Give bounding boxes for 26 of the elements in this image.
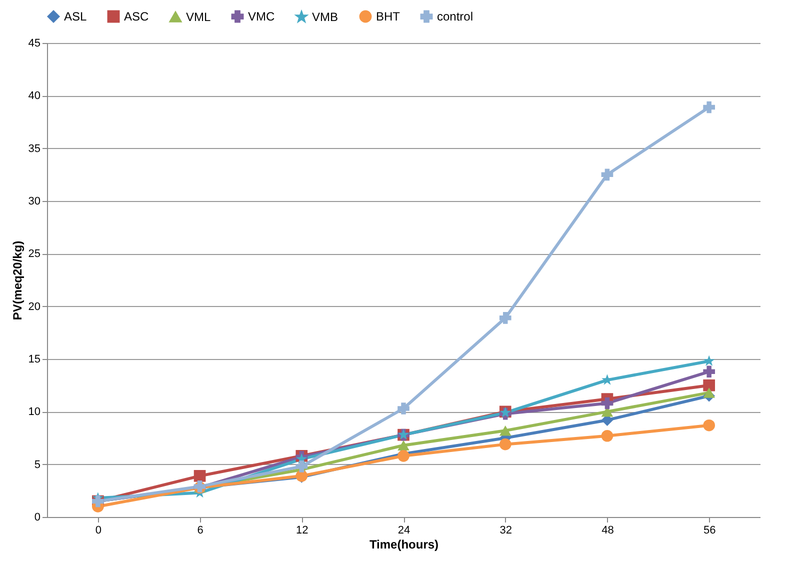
x-tick-label: 56 — [703, 524, 716, 536]
legend-label: control — [437, 10, 474, 24]
x-tick-label: 24 — [398, 524, 410, 536]
x-axis-title: Time(hours) — [369, 538, 439, 552]
y-tick-label: 35 — [28, 142, 40, 155]
y-tick-label: 0 — [34, 512, 40, 524]
y-tick-label: 5 — [34, 458, 40, 471]
x-tick-label: 32 — [500, 524, 512, 536]
legend-label: ASL — [64, 10, 88, 24]
y-tick-label: 45 — [28, 38, 40, 50]
y-tick-label: 10 — [28, 406, 40, 418]
legend-label: VMC — [248, 10, 275, 24]
legend-label: VML — [186, 10, 211, 24]
x-tick-label: 12 — [296, 524, 308, 536]
legend-label: ASC — [124, 10, 150, 24]
y-tick-label: 15 — [28, 354, 40, 366]
legend-label: BHT — [376, 10, 401, 24]
x-tick-label: 6 — [197, 524, 204, 536]
legend-label: VMB — [312, 10, 338, 24]
y-tick-label: 40 — [28, 90, 40, 102]
y-tick-label: 30 — [28, 196, 40, 208]
y-tick-label: 20 — [28, 300, 40, 313]
y-axis-title: PV(meq20/kg) — [10, 240, 24, 320]
y-tick-label: 25 — [28, 248, 40, 260]
x-tick-label: 48 — [602, 524, 614, 536]
x-tick-label: 0 — [95, 524, 102, 536]
